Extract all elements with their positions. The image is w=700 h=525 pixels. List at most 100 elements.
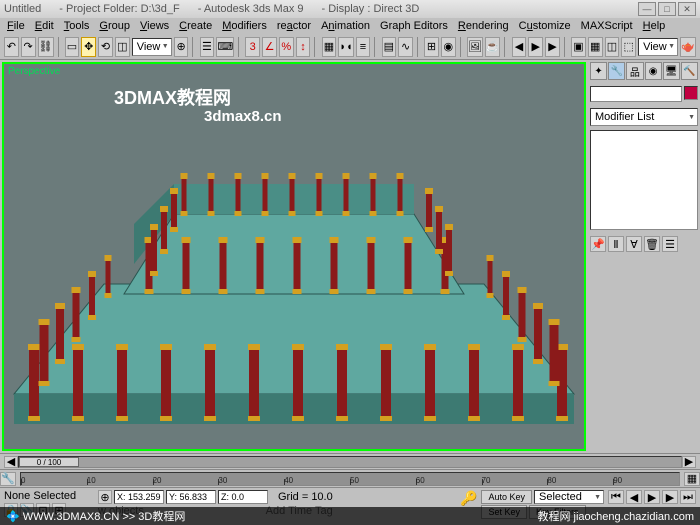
close-button[interactable]: ✕ xyxy=(678,2,696,16)
menu-help[interactable]: Help xyxy=(640,20,669,32)
title-bar: Untitled - Project Folder: D:\3d_F - Aut… xyxy=(0,0,700,18)
menu-customize[interactable]: Customize xyxy=(516,20,574,32)
coord-x-input[interactable] xyxy=(114,490,164,504)
menu-views[interactable]: Views xyxy=(137,20,172,32)
tool-a-button[interactable]: ▣ xyxy=(571,37,586,57)
select-rotate-button[interactable]: ⟲ xyxy=(98,37,113,57)
track-bar: 🔧 0102030405060708090100 ▦ xyxy=(0,469,700,487)
title-project: - Project Folder: D:\3d_F xyxy=(59,3,179,15)
goto-start-button[interactable]: ⏮ xyxy=(608,490,624,504)
prev-button[interactable]: ◀ xyxy=(512,37,527,57)
render-button[interactable]: 🫖 xyxy=(680,37,696,57)
redo-button[interactable]: ↷ xyxy=(21,37,36,57)
make-unique-button[interactable]: ∀ xyxy=(626,236,642,252)
menu-maxscript[interactable]: MAXScript xyxy=(578,20,636,32)
show-end-button[interactable]: Ⅱ xyxy=(608,236,624,252)
tool-b-button[interactable]: ▦ xyxy=(588,37,603,57)
modifier-list-dropdown[interactable]: Modifier List xyxy=(590,108,698,126)
menu-grapheditors[interactable]: Graph Editors xyxy=(377,20,451,32)
snap-button[interactable]: 3 xyxy=(245,37,260,57)
keyboard-button[interactable]: ⌨ xyxy=(216,37,234,57)
title-display: - Display : Direct 3D xyxy=(322,3,420,15)
goto-end-button[interactable]: ⏭ xyxy=(680,490,696,504)
scene-render xyxy=(4,64,584,451)
maximize-button[interactable]: □ xyxy=(658,2,676,16)
time-slider[interactable]: 0 / 100 xyxy=(18,456,682,468)
layer-button[interactable]: ▤ xyxy=(382,37,397,57)
track-ruler[interactable]: 0102030405060708090100 xyxy=(20,472,680,486)
tab-motion[interactable]: ◉ xyxy=(645,62,662,80)
tab-create[interactable]: ✦ xyxy=(590,62,607,80)
view-dropdown-2[interactable]: View xyxy=(638,38,678,56)
command-panel: ✦ 🔧 品 ◉ 🖥 🔨 Modifier List 📌 Ⅱ ∀ 🗑 ☰ xyxy=(588,60,700,453)
time-slider-bar: ◀ 0 / 100 ▶ xyxy=(0,453,700,469)
named-sel-button[interactable]: ▦ xyxy=(322,37,337,57)
prev-frame-button[interactable]: ◀ xyxy=(626,490,642,504)
select-move-button[interactable]: ✥ xyxy=(81,37,96,57)
spinner-snap-button[interactable]: ↕ xyxy=(296,37,311,57)
play-button[interactable]: ▶ xyxy=(545,37,560,57)
angle-snap-button[interactable]: ∠ xyxy=(262,37,277,57)
autokey-button[interactable]: Auto Key xyxy=(481,490,532,504)
viewport-label: Perspective xyxy=(8,66,60,77)
tab-hierarchy[interactable]: 品 xyxy=(626,62,643,80)
render-scene-button[interactable]: 🖼 xyxy=(467,37,483,57)
percent-snap-button[interactable]: % xyxy=(279,37,294,57)
track-filter-button[interactable]: ▦ xyxy=(684,472,700,486)
remove-mod-button[interactable]: 🗑 xyxy=(644,236,660,252)
menu-group[interactable]: Group xyxy=(96,20,133,32)
next-frame-button[interactable]: ▶ xyxy=(662,490,678,504)
title-untitled: Untitled xyxy=(4,3,41,15)
time-thumb[interactable]: 0 / 100 xyxy=(19,457,79,467)
mirror-button[interactable]: ◗◖ xyxy=(338,37,353,57)
object-name-input[interactable] xyxy=(590,86,682,102)
tool-c-button[interactable]: ◫ xyxy=(605,37,620,57)
select-button[interactable]: ▭ xyxy=(65,37,80,57)
transform-type-button[interactable]: ⊕ xyxy=(98,490,112,504)
curve-editor-button[interactable]: ∿ xyxy=(398,37,413,57)
play-anim-button[interactable]: ▶ xyxy=(644,490,660,504)
undo-button[interactable]: ↶ xyxy=(4,37,19,57)
coord-y-input[interactable] xyxy=(166,490,216,504)
time-prev-button[interactable]: ◀ xyxy=(4,456,18,468)
align-button[interactable]: ≡ xyxy=(356,37,371,57)
menu-rendering[interactable]: Rendering xyxy=(455,20,512,32)
tab-modify[interactable]: 🔧 xyxy=(608,62,625,80)
configure-button[interactable]: ☰ xyxy=(662,236,678,252)
menu-file[interactable]: File xyxy=(4,20,28,32)
menu-reactor[interactable]: reactor xyxy=(274,20,314,32)
footer-right: 教程网 jiaocheng.chazidian.com xyxy=(537,508,694,524)
pivot-button[interactable]: ⊕ xyxy=(174,37,189,57)
material-button[interactable]: ◉ xyxy=(441,37,456,57)
menu-animation[interactable]: Animation xyxy=(318,20,373,32)
next-button[interactable]: ▶ xyxy=(528,37,543,57)
coord-z-input[interactable] xyxy=(218,490,268,504)
main-area: Perspective 3DMAX教程网 3dmax8.cn ✦ 🔧 品 ◉ 🖥… xyxy=(0,60,700,453)
tab-display[interactable]: 🖥 xyxy=(663,62,680,80)
menu-edit[interactable]: Edit xyxy=(32,20,57,32)
time-next-button[interactable]: ▶ xyxy=(682,456,696,468)
modifier-stack[interactable] xyxy=(590,130,698,230)
main-toolbar: ↶ ↷ ⛓ ▭ ✥ ⟲ ◫ View ⊕ ☰ ⌨ 3 ∠ % ↕ ▦ ◗◖ ≡ … xyxy=(0,34,700,60)
menu-tools[interactable]: Tools xyxy=(61,20,93,32)
watermark-1: 3DMAX教程网 xyxy=(114,84,231,110)
minimize-button[interactable]: — xyxy=(638,2,656,16)
menu-bar: File Edit Tools Group Views Create Modif… xyxy=(0,18,700,34)
quick-render-button[interactable]: ☕ xyxy=(485,37,501,57)
tab-utilities[interactable]: 🔨 xyxy=(681,62,698,80)
selection-status: None Selected xyxy=(4,490,94,502)
link-button[interactable]: ⛓ xyxy=(38,37,54,57)
ref-coord-dropdown[interactable]: View xyxy=(132,38,172,56)
menu-create[interactable]: Create xyxy=(176,20,215,32)
object-color-swatch[interactable] xyxy=(684,86,698,100)
key-mode-dropdown[interactable]: Selected xyxy=(534,490,604,504)
select-manipulate-button[interactable]: ☰ xyxy=(200,37,215,57)
menu-modifiers[interactable]: Modifiers xyxy=(219,20,270,32)
footer-watermark: 💠 WWW.3DMAX8.CN >> 3D教程网 教程网 jiaocheng.c… xyxy=(0,507,700,525)
tool-d-button[interactable]: ⬚ xyxy=(621,37,636,57)
select-scale-button[interactable]: ◫ xyxy=(115,37,130,57)
pin-stack-button[interactable]: 📌 xyxy=(590,236,606,252)
track-toggle-button[interactable]: 🔧 xyxy=(0,472,16,486)
schematic-button[interactable]: ⊞ xyxy=(424,37,439,57)
viewport-perspective[interactable]: Perspective 3DMAX教程网 3dmax8.cn xyxy=(2,62,586,451)
